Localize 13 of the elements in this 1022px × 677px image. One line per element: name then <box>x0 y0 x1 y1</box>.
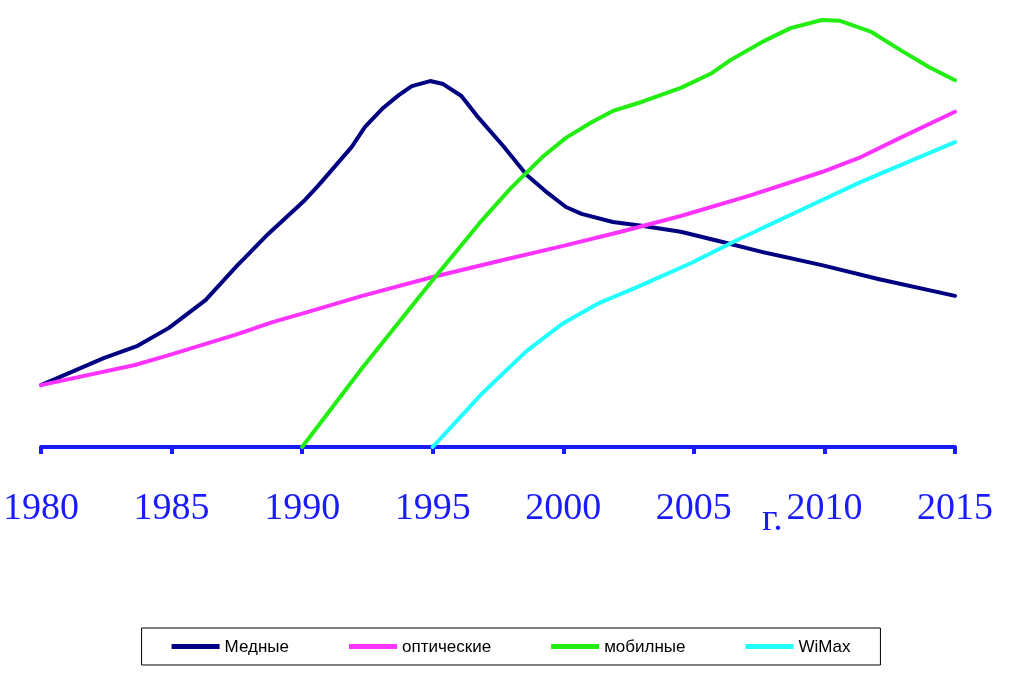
x-tick-label: 2015 <box>917 485 993 527</box>
x-tick-label: 2005 <box>655 485 732 527</box>
x-tick-label: 2000 <box>525 485 602 527</box>
x-tick-label: 2010 <box>786 485 863 527</box>
legend-label: Медные <box>224 637 289 656</box>
x-tick-label: 1980 <box>3 485 79 527</box>
x-axis-title: г. <box>762 496 783 538</box>
x-tick-label: 1995 <box>394 485 471 527</box>
x-tick-label: 1990 <box>264 485 341 527</box>
legend-label: оптические <box>401 637 492 656</box>
legend-label: WiMax <box>798 637 851 656</box>
legend-label: мобилные <box>604 637 686 656</box>
x-tick-label: 1985 <box>133 485 210 527</box>
